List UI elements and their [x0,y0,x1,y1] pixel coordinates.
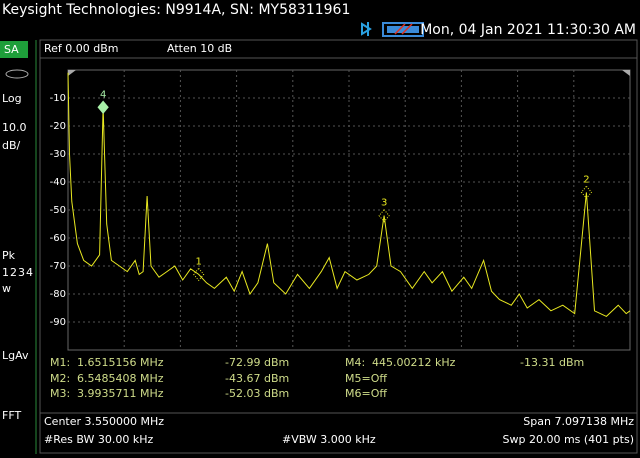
y-tick-label: -30 [50,149,66,160]
marker-readout: 1.6515156 MHz [77,356,164,369]
trace [67,72,631,317]
res-bw: #Res BW 30.00 kHz [44,433,154,446]
sweep: Swp 20.00 ms (401 pts) [503,433,635,446]
marker-label: 3 [381,198,387,209]
corner-triangle [622,70,630,76]
marker-label: 2 [583,174,589,185]
y-tick-label: -20 [50,121,66,132]
vbw: #VBW 3.000 kHz [282,433,376,446]
marker-readout: M3: [50,387,70,400]
traces: 1234 [2,266,34,279]
marker [193,267,205,282]
method: FFT [2,409,21,422]
y-tick-label: -70 [50,261,66,272]
trace-state: w [2,282,11,295]
attenuation: Atten 10 dB [167,42,232,55]
marker-readout: M6=Off [345,387,387,400]
mode-box[interactable] [0,41,28,58]
center-freq: Center 3.550000 MHz [44,415,164,428]
scale-value: 10.0 [2,121,27,134]
marker [378,208,390,223]
marker-readout: M4: [345,356,365,369]
scale-unit: dB/ [2,139,21,152]
marker [97,100,109,115]
y-tick-label: -60 [50,233,66,244]
y-tick-label: -10 [50,93,66,104]
marker-readout: -43.67 dBm [225,372,289,385]
main-frame [39,39,638,454]
marker-readout: -72.99 dBm [225,356,289,369]
marker-readout: -52.03 dBm [225,387,289,400]
marker-readout: M2: [50,372,70,385]
marker-readout: 6.5485408 MHz [77,372,164,385]
plot: -10 -20 -30 -40 -50 -60 -70 -80 -90 1 2 3 4 [50,69,631,351]
average: LgAv [2,349,29,362]
marker-readout: M5=Off [345,372,387,385]
rotate-icon [5,69,29,79]
reference: Ref 0.00 dBm [44,42,119,55]
y-tick-label: -50 [50,205,66,216]
y-tick-label: -80 [50,289,66,300]
detector: Pk [2,249,16,262]
title: Keysight Technologies: N9914A, SN: MY583… [2,2,350,18]
marker-table: M1: 1.6515156 MHz -72.99 dBm M2: 6.5485408 M… [50,356,584,400]
corner-triangle [68,70,76,76]
marker-readout: 3.9935711 MHz [77,387,164,400]
marker-label: 1 [195,256,201,267]
marker-readout: -13.31 dBm [520,356,584,369]
marker-label: 4 [100,89,106,100]
span: Span 7.097138 MHz [523,415,634,428]
sidebar: SA Log 10.0 dB/ Pk 1234 w LgAv FFT [0,40,37,454]
marker-readout: M1: [50,356,70,369]
datetime: Mon, 04 Jan 2021 11:30:30 AM [420,22,636,38]
y-tick-label: -40 [50,177,66,188]
mode: SA [4,43,19,56]
scale-type: Log [2,92,22,105]
status-icons [361,22,424,37]
y-tick-label: -90 [50,317,66,328]
marker-readout: 445.00212 kHz [372,356,456,369]
marker [580,185,593,200]
